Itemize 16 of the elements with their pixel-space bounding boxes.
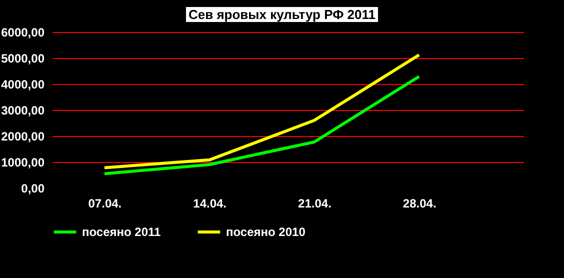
y-tick-label: 1000,00 (1, 156, 45, 170)
legend-label: посеяно 2010 (226, 225, 306, 239)
y-tick-label: 4000,00 (1, 78, 45, 92)
y-tick-label: 6000,00 (1, 26, 45, 40)
y-tick-label: 5000,00 (1, 52, 45, 66)
legend-label: посеяно 2011 (82, 225, 162, 239)
x-tick-label: 28.04. (402, 196, 436, 210)
y-tick-label: 0,00 (21, 182, 45, 196)
line-series (102, 53, 421, 170)
y-tick-label: 2000,00 (1, 130, 45, 144)
line-series (102, 74, 421, 176)
chart-title: Сев яровых культур РФ 2011 (186, 7, 378, 22)
x-tick-label: 14.04. (193, 196, 227, 210)
x-tick-label: 21.04. (298, 196, 332, 210)
x-tick-label: 07.04. (88, 196, 122, 210)
y-tick-label: 3000,00 (1, 104, 45, 118)
